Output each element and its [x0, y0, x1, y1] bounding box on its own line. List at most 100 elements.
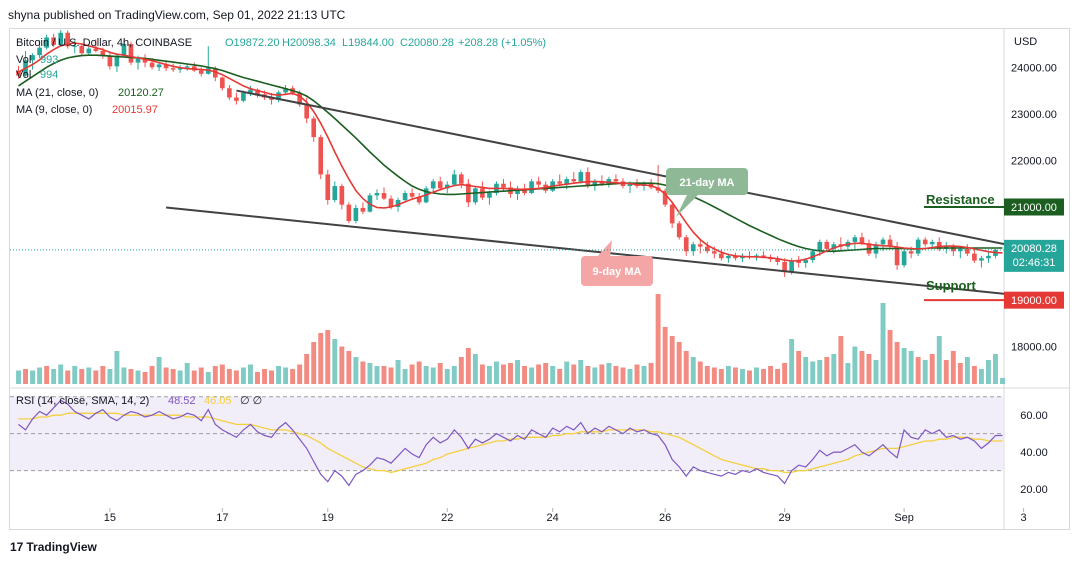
- volume-bar: [845, 363, 851, 384]
- volume-bar: [388, 367, 394, 384]
- candle-body: [676, 223, 682, 238]
- ma21-line: [18, 54, 1003, 253]
- candle-body: [704, 246, 710, 252]
- candle-body: [142, 58, 148, 63]
- candle-body: [712, 251, 717, 254]
- legend-ma9: MA (9, close, 0): [16, 104, 92, 116]
- candle-body: [473, 188, 478, 203]
- legend-close: C20080.28: [400, 37, 454, 49]
- volume-bar: [311, 342, 317, 384]
- volume-bar: [782, 363, 788, 384]
- resistance-price-box: [1004, 198, 1064, 216]
- candle-body: [789, 260, 794, 273]
- x-tick-label: 15: [104, 512, 116, 524]
- volume-bar: [599, 364, 605, 384]
- candle-body: [564, 179, 570, 184]
- volume-bar: [325, 330, 331, 384]
- x-tick-label: 26: [659, 512, 671, 524]
- volume-bar: [290, 369, 296, 384]
- volume-bar: [247, 364, 253, 384]
- candle-body: [810, 251, 816, 261]
- volume-bar: [72, 366, 78, 384]
- candle-body: [416, 196, 422, 203]
- candle-body: [325, 174, 331, 201]
- candle-body: [683, 237, 689, 252]
- candle-body: [156, 64, 162, 68]
- volume-bar: [641, 366, 647, 384]
- x-tick-label: 17: [216, 512, 228, 524]
- volume-bar: [964, 357, 970, 384]
- volume-bar: [817, 360, 823, 384]
- volume-bar: [184, 363, 190, 384]
- candle-body: [255, 89, 260, 95]
- candle-body: [775, 259, 780, 262]
- volume-bar: [592, 367, 598, 384]
- volume-bar: [732, 367, 738, 384]
- candle-body: [451, 174, 457, 185]
- volume-bar: [58, 364, 64, 384]
- volume-bar: [557, 369, 563, 384]
- volume-bar: [971, 366, 977, 384]
- volume-bar: [873, 360, 879, 384]
- support-marker: Support 19000.00: [924, 278, 1064, 309]
- volume-bar: [465, 348, 471, 384]
- candle-body: [37, 47, 42, 56]
- volume-bar: [353, 357, 359, 384]
- last-price: 20080.28: [1011, 243, 1057, 255]
- volume-bar: [613, 366, 619, 384]
- callout-9-pointer: [596, 240, 612, 258]
- candle-body: [592, 181, 598, 187]
- candle-body: [965, 248, 970, 254]
- volume-bar: [367, 363, 373, 384]
- tradingview-logo-icon: 17: [10, 540, 24, 554]
- callout-21-day-ma: 21-day MA: [666, 168, 748, 217]
- volume-bar: [374, 366, 380, 384]
- candle-body: [719, 253, 724, 259]
- candle-body: [304, 104, 310, 119]
- x-tick-label: 3: [1021, 512, 1027, 524]
- volume-bar: [100, 366, 106, 384]
- candle-body: [121, 43, 127, 56]
- volume-bar: [1000, 378, 1005, 384]
- volume-bar: [493, 361, 499, 384]
- volume-bar: [501, 364, 506, 384]
- volume-bar: [578, 360, 584, 384]
- candle-body: [796, 260, 802, 263]
- candle-body: [901, 251, 907, 266]
- footer-brand[interactable]: 17 TradingView: [10, 540, 97, 554]
- candle-body: [515, 188, 520, 194]
- rsi-label: RSI (14, close, SMA, 14, 2): [16, 395, 149, 407]
- candle-body: [529, 181, 534, 194]
- volume-bar: [44, 366, 50, 384]
- candle-body: [30, 55, 35, 61]
- candle-body: [817, 241, 823, 252]
- candle-body: [437, 181, 443, 189]
- candle-body: [79, 45, 85, 54]
- volume-bar: [887, 330, 893, 384]
- volume-bar: [339, 346, 345, 384]
- candle-body: [859, 237, 865, 244]
- candle-body: [690, 244, 696, 252]
- candle-body: [100, 50, 106, 56]
- volume-bar: [156, 357, 162, 384]
- countdown: 02:46:31: [1013, 257, 1056, 269]
- candle-body: [922, 239, 928, 245]
- candle-body: [578, 172, 584, 182]
- volume-bar: [255, 372, 260, 384]
- volume-bar: [437, 363, 443, 384]
- legend-vol-value-2: 994: [40, 69, 58, 81]
- volume-bar: [240, 367, 246, 384]
- volume-bar: [866, 354, 872, 384]
- volume-bar: [360, 361, 366, 384]
- volume-bar: [107, 369, 113, 384]
- price-tick-label: 22000.00: [1011, 155, 1057, 167]
- volume-bar: [409, 364, 415, 384]
- volume-bar: [114, 351, 120, 384]
- volume-bar: [711, 367, 717, 384]
- volume-bar: [789, 339, 795, 384]
- volume-bar: [620, 367, 626, 384]
- candle-body: [149, 62, 155, 68]
- volume-bar: [219, 364, 225, 384]
- candle-body: [220, 77, 225, 89]
